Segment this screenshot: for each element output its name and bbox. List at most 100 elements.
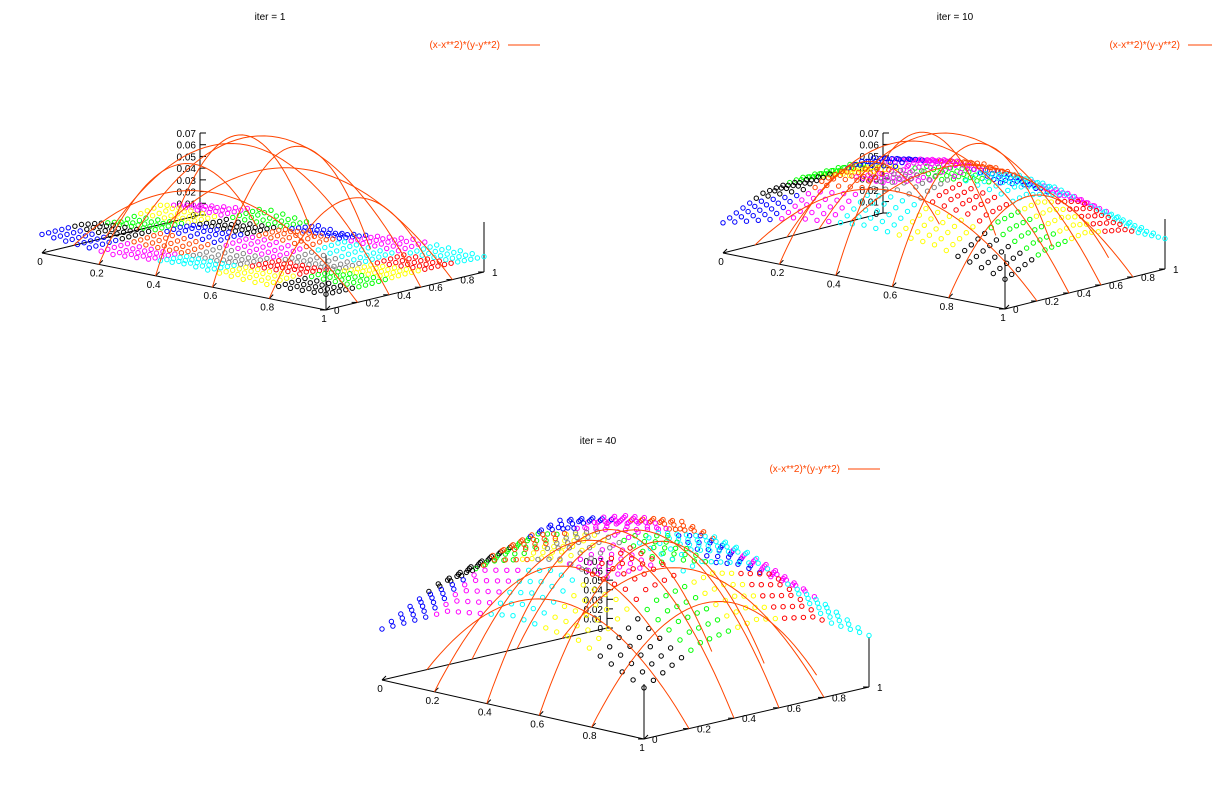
mesh-point <box>935 164 942 170</box>
mesh-point <box>899 198 906 204</box>
mesh-point <box>851 206 857 212</box>
mesh-point <box>802 216 809 222</box>
mesh-point <box>385 239 391 245</box>
y-tick-label: 0.4 <box>397 291 411 302</box>
mesh-point <box>385 266 391 273</box>
mesh-point <box>800 186 807 193</box>
x-tick-label: 0.4 <box>827 279 841 290</box>
mesh-point <box>770 196 776 203</box>
mesh-point <box>903 225 909 232</box>
mesh-point <box>323 291 329 297</box>
mesh-point <box>318 287 324 294</box>
mesh-point <box>721 540 727 547</box>
mesh-point <box>310 268 316 274</box>
mesh-point <box>750 593 757 599</box>
mesh-point <box>238 232 244 238</box>
mesh-point <box>471 572 477 578</box>
mesh-point <box>948 196 954 203</box>
mesh-point <box>566 518 573 524</box>
mesh-point <box>575 637 582 643</box>
legend-label: (x-x**2)*(y-y**2) <box>429 40 500 51</box>
mesh-point <box>611 513 618 520</box>
mesh-point <box>138 237 144 243</box>
mesh-point <box>649 661 655 667</box>
mesh-point <box>423 614 429 620</box>
mesh-point <box>1052 217 1058 224</box>
mesh-point <box>826 218 832 225</box>
mesh-point <box>292 215 298 221</box>
mesh-point <box>788 189 795 195</box>
mesh-point <box>97 224 103 230</box>
mesh-point <box>1102 228 1108 234</box>
mesh-point <box>282 281 288 288</box>
mesh-point <box>320 276 327 282</box>
mesh-point <box>725 548 732 555</box>
mesh-point <box>815 203 822 209</box>
mesh-point <box>269 229 275 235</box>
mesh-point <box>1005 187 1011 194</box>
mesh-point <box>541 536 548 542</box>
mesh-point <box>792 203 798 209</box>
mesh-point <box>84 226 90 233</box>
mesh-point <box>386 261 392 268</box>
mesh-point <box>290 248 296 255</box>
mesh-point <box>255 239 261 245</box>
mesh-point <box>1095 229 1101 235</box>
mesh-point <box>616 564 623 570</box>
mesh-point <box>239 257 245 263</box>
x-tick-label: 0.6 <box>203 291 217 302</box>
mesh-point <box>965 211 971 217</box>
mesh-point <box>692 595 699 601</box>
mesh-point <box>110 251 116 258</box>
mesh-point <box>710 570 716 576</box>
mesh-point <box>705 543 711 549</box>
mesh-point <box>144 235 151 241</box>
mesh-point <box>733 609 739 615</box>
mesh-point <box>387 256 394 262</box>
mesh-point <box>911 202 917 208</box>
mesh-point <box>919 168 925 174</box>
mesh-point <box>725 554 732 560</box>
surface-plot-iter-10: iter = 10 (x-x**2)*(y-y**2) 0 0.2 0.4 0.6 0.… <box>718 12 1212 324</box>
mesh-point <box>950 241 956 248</box>
mesh-point <box>892 163 899 169</box>
mesh-point <box>532 621 538 627</box>
mesh-point <box>953 207 959 213</box>
mesh-point <box>755 217 762 224</box>
mesh-point <box>658 551 664 557</box>
y-tick-label: 0.2 <box>1045 297 1059 308</box>
mesh-point <box>549 526 555 533</box>
mesh-point <box>607 644 613 650</box>
surface-plot-iter-1: iter = 1 (x-x**2)*(y-y**2) 0 0.2 0.4 0.6 0.8… <box>37 12 540 325</box>
mesh-point <box>156 237 162 244</box>
mesh-point <box>641 514 647 521</box>
mesh-point <box>307 257 313 263</box>
mesh-point <box>1060 206 1066 213</box>
mesh-point <box>897 167 904 174</box>
mesh-point <box>727 215 733 221</box>
mesh-point <box>569 577 576 583</box>
mesh-point <box>917 156 924 162</box>
mesh-point <box>746 560 752 566</box>
mesh-point <box>256 262 262 268</box>
x-tick <box>381 675 387 681</box>
mesh-point <box>527 578 533 585</box>
mesh-point <box>379 626 385 632</box>
mesh-point <box>1009 271 1015 278</box>
mesh-point <box>45 230 52 236</box>
mesh-point <box>251 229 257 235</box>
mesh-point <box>206 262 212 268</box>
mesh-point <box>399 258 406 264</box>
mesh-point <box>295 277 302 284</box>
mesh-point <box>693 532 699 539</box>
mesh-point <box>1006 179 1013 186</box>
mesh-point <box>547 567 554 574</box>
mesh-point <box>715 553 721 560</box>
mesh-point <box>981 178 987 185</box>
mesh-point <box>482 567 488 573</box>
mesh-point <box>289 226 295 232</box>
mesh-point <box>847 626 853 633</box>
mesh-point <box>205 267 211 273</box>
mesh-point <box>261 210 268 216</box>
mesh-point <box>285 268 291 275</box>
